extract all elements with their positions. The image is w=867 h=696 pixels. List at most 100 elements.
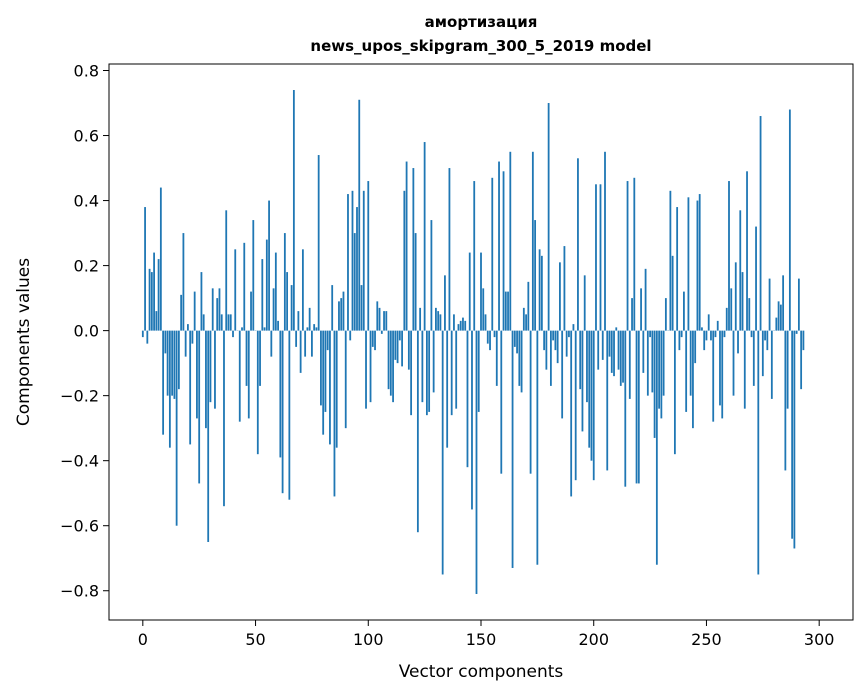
- bar: [446, 330, 449, 448]
- bar: [723, 330, 726, 338]
- bar: [311, 330, 313, 357]
- bar: [277, 320, 279, 331]
- bar: [232, 330, 234, 338]
- bar: [374, 330, 376, 351]
- bar: [610, 330, 613, 373]
- bar: [545, 330, 548, 370]
- bar: [205, 330, 207, 429]
- bar: [495, 330, 498, 386]
- bar: [283, 233, 286, 331]
- bar: [712, 330, 715, 422]
- bar: [362, 190, 365, 331]
- bar: [491, 177, 494, 331]
- bar: [761, 330, 764, 377]
- bar: [279, 330, 282, 458]
- bar: [416, 330, 419, 533]
- bar: [642, 330, 645, 373]
- bar: [141, 330, 144, 338]
- bar: [518, 330, 521, 386]
- plot-frame: [108, 63, 854, 621]
- bar: [211, 288, 214, 331]
- bar: [622, 330, 624, 383]
- x-tick-label: 300: [804, 630, 835, 649]
- bar: [378, 307, 381, 331]
- bar: [599, 184, 602, 331]
- bar: [473, 181, 476, 331]
- bar: [414, 233, 417, 331]
- bar: [556, 330, 559, 364]
- bar: [464, 320, 467, 331]
- bar: [595, 184, 597, 331]
- bar: [220, 314, 223, 331]
- bar: [297, 311, 300, 331]
- bar: [214, 330, 216, 409]
- bar: [676, 207, 679, 331]
- bar: [655, 330, 658, 565]
- bar: [662, 330, 665, 396]
- bar: [389, 330, 392, 396]
- bar: [200, 272, 203, 331]
- bar: [259, 330, 261, 386]
- bar: [166, 330, 169, 396]
- bar: [435, 307, 437, 331]
- bar: [168, 330, 171, 448]
- bar: [308, 307, 311, 331]
- bar: [153, 252, 155, 331]
- y-tick-label: 0.4: [74, 192, 99, 211]
- bar: [538, 249, 541, 331]
- bar: [245, 330, 248, 386]
- bar: [786, 330, 789, 409]
- bar: [272, 288, 275, 331]
- bar: [489, 330, 491, 351]
- bar: [184, 330, 187, 357]
- bar: [462, 317, 464, 331]
- bar: [707, 314, 710, 331]
- bar: [784, 330, 787, 471]
- bar: [522, 307, 525, 331]
- bar: [734, 262, 737, 331]
- y-tick-label: 0.2: [74, 257, 99, 276]
- bar: [626, 181, 629, 331]
- bar: [613, 330, 615, 377]
- bar: [313, 324, 316, 331]
- bar: [155, 311, 158, 331]
- bar: [653, 330, 656, 438]
- bar: [583, 275, 586, 331]
- bar: [689, 330, 692, 396]
- bar: [187, 324, 189, 331]
- bar: [146, 330, 149, 344]
- bar: [635, 330, 638, 484]
- y-axis-label: Components values: [14, 258, 34, 426]
- bar: [746, 171, 748, 331]
- bar: [795, 330, 798, 334]
- bar: [687, 197, 690, 331]
- bar: [581, 330, 584, 432]
- bar: [385, 311, 388, 331]
- bar: [766, 330, 769, 351]
- bar: [716, 320, 719, 331]
- bar: [347, 194, 349, 331]
- bar: [793, 330, 796, 549]
- bar: [764, 330, 766, 341]
- bar: [516, 330, 518, 354]
- bar: [356, 207, 358, 331]
- bar: [692, 330, 694, 429]
- bar: [263, 327, 266, 331]
- bar: [741, 272, 744, 331]
- bar: [671, 255, 674, 331]
- bar: [658, 330, 661, 409]
- bar: [631, 298, 633, 331]
- bar: [509, 151, 512, 331]
- bar: [301, 249, 304, 331]
- bar: [171, 330, 174, 396]
- bar: [207, 330, 210, 542]
- x-tick-label: 50: [245, 630, 265, 649]
- bar: [241, 327, 243, 331]
- bar: [475, 330, 478, 594]
- bar: [737, 330, 739, 354]
- bar: [779, 304, 782, 331]
- bar: [725, 307, 728, 331]
- bar: [759, 116, 762, 331]
- bar: [196, 330, 198, 419]
- x-tick-label: 100: [353, 630, 384, 649]
